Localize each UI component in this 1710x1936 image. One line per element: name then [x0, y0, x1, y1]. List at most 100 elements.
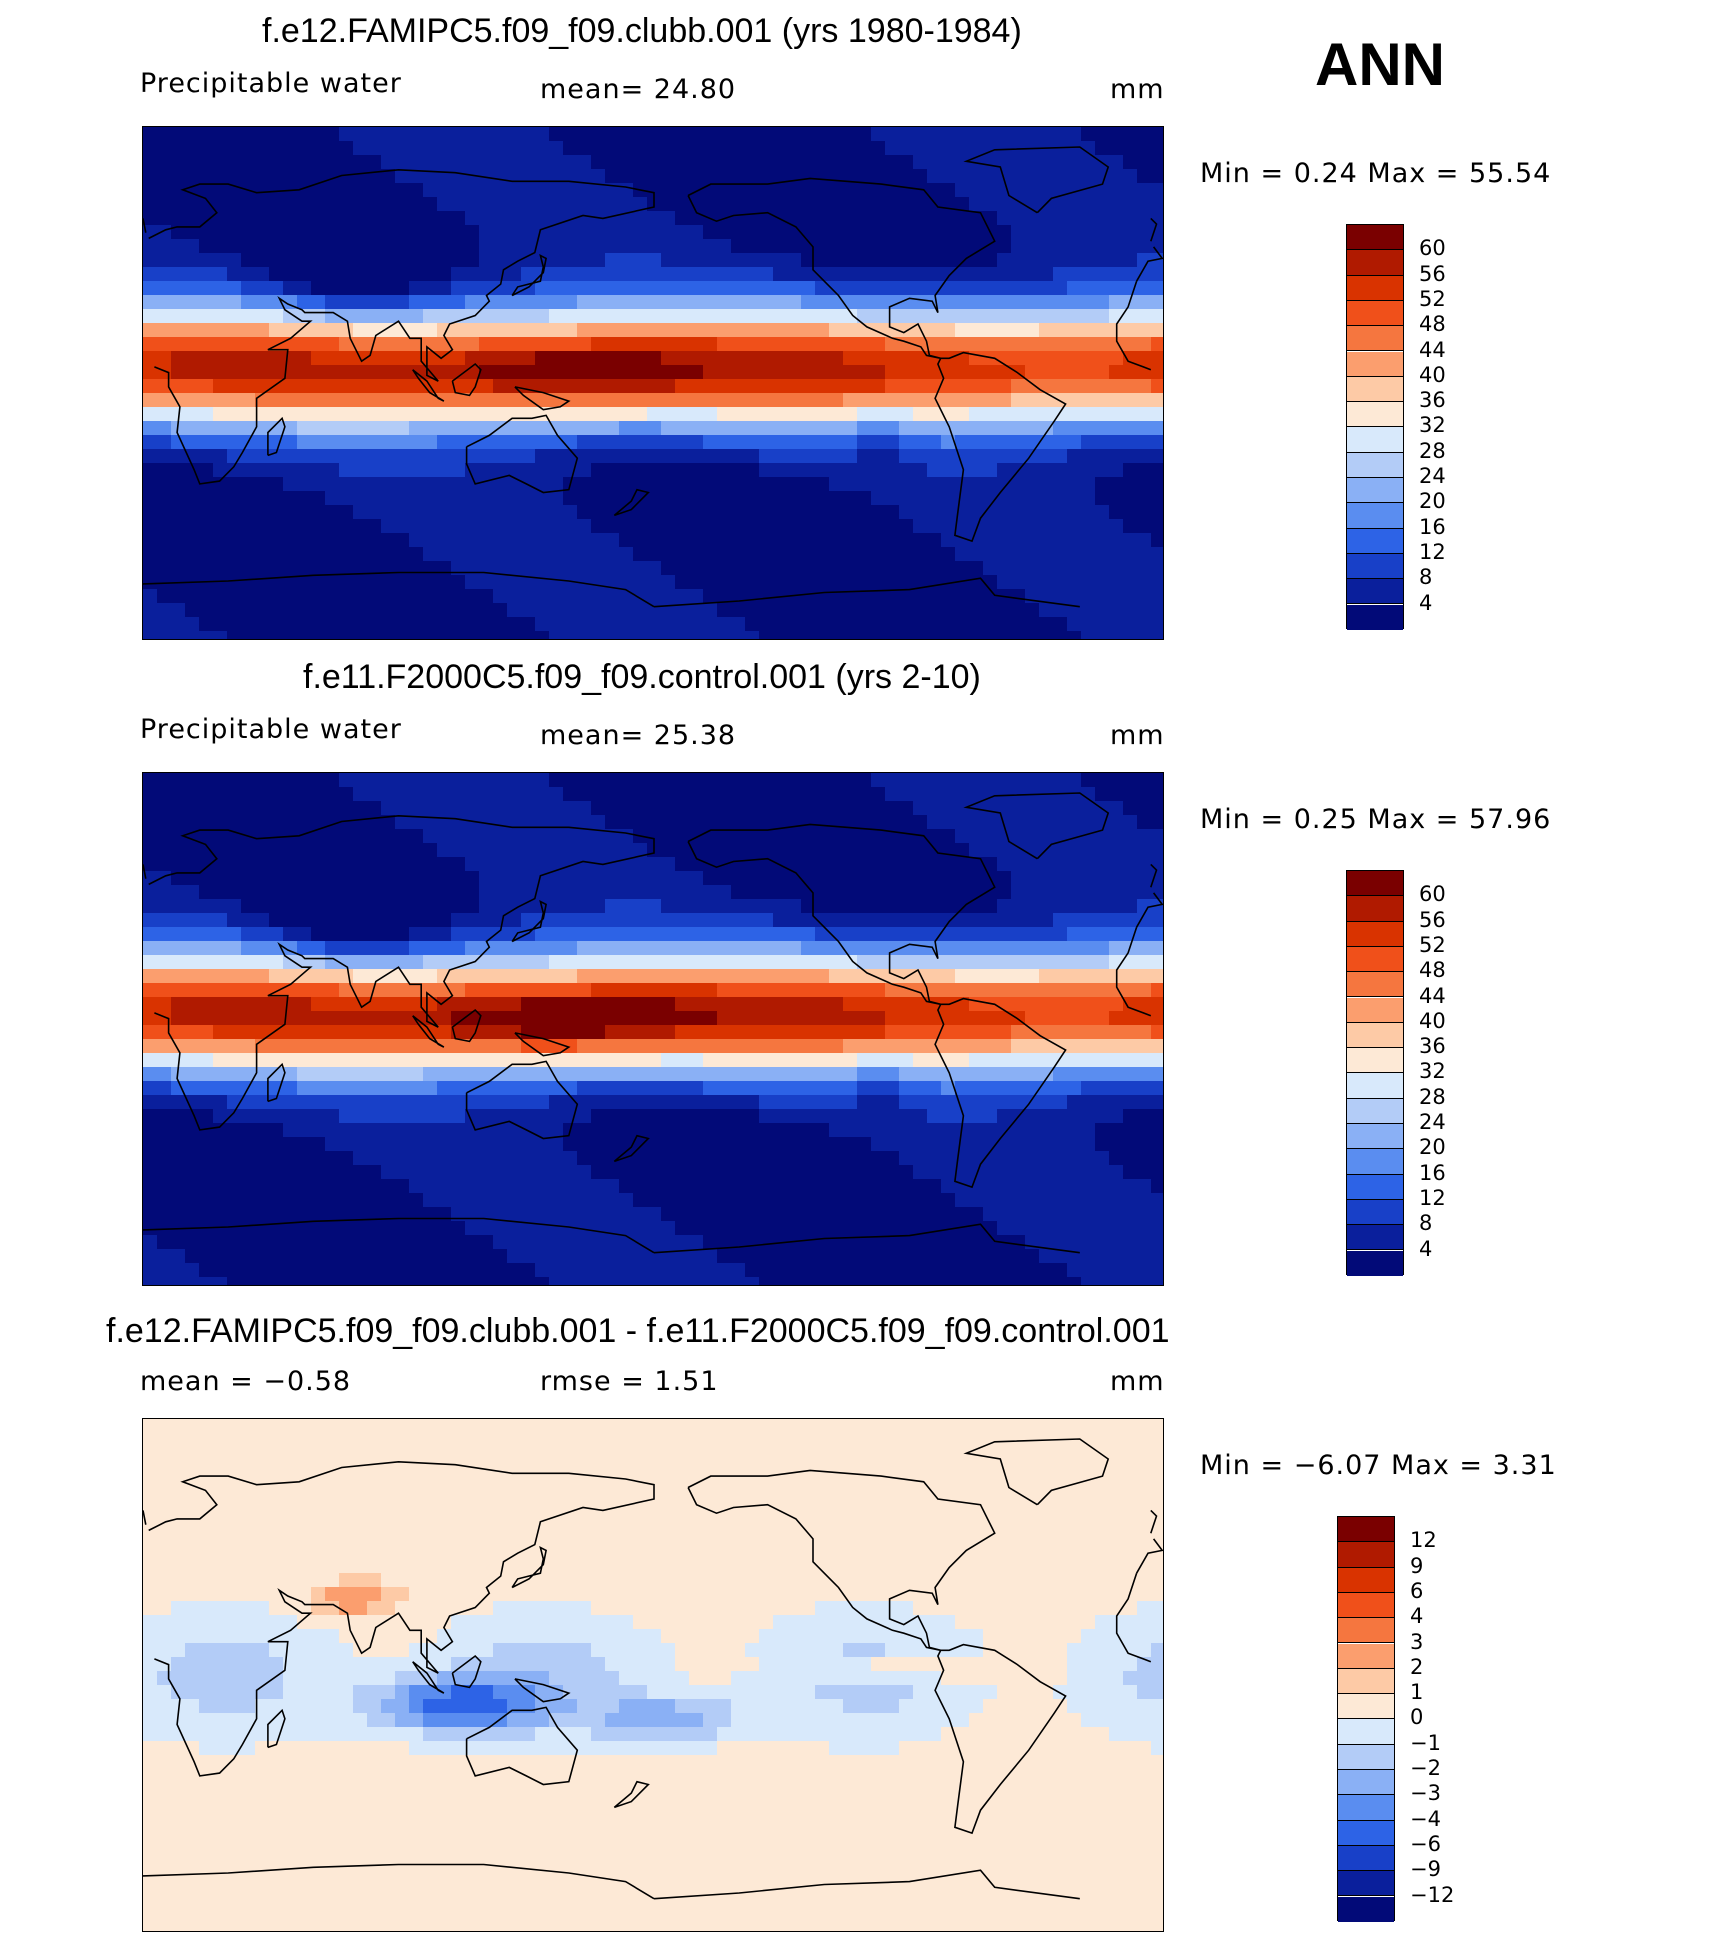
coastline: [511, 1545, 548, 1589]
mean-label: mean= 24.80: [540, 74, 737, 105]
coastline: [514, 1678, 571, 1703]
colorbar-swatch: [1347, 1048, 1403, 1074]
coastline: [963, 146, 1110, 214]
coastline: [412, 1015, 445, 1048]
difference-map: [142, 1418, 1164, 1932]
colorbar-swatch: [1347, 427, 1403, 453]
map-field: [143, 1419, 1163, 1931]
panel-title: f.e12.FAMIPC5.f09_f09.clubb.001 - f.e11.…: [106, 1312, 1170, 1350]
colorbar-swatch: [1347, 351, 1403, 377]
colorbar-swatch: [1338, 1668, 1394, 1695]
coastline: [148, 814, 1163, 1131]
colorbar-swatch: [1347, 972, 1403, 998]
colorbar-tick-label: −4: [1410, 1806, 1441, 1831]
variable-label: Precipitable water: [140, 68, 402, 99]
colorbar-swatch: [1338, 1770, 1394, 1796]
mean-label: mean= 25.38: [540, 720, 737, 751]
colorbar-tick-label: 44: [1419, 337, 1446, 362]
colorbar-tick-label: 32: [1419, 1059, 1446, 1084]
variable-label: Precipitable water: [140, 714, 402, 745]
colorbar-tick-label: 4: [1419, 590, 1433, 615]
coastline: [613, 1780, 650, 1809]
coastline: [687, 823, 1067, 1189]
colorbar-tick-label: 32: [1419, 413, 1446, 438]
colorbar-swatch: [1347, 1098, 1403, 1124]
colorbar-swatch: [1347, 326, 1403, 352]
colorbar-swatch: [1338, 1795, 1394, 1821]
colorbar-swatch: [1347, 478, 1403, 504]
coastline: [412, 369, 445, 402]
coastline: [143, 1863, 1080, 1900]
colorbar-swatch: [1347, 300, 1403, 327]
minmax-label: Min = 0.24 Max = 55.54: [1200, 158, 1552, 189]
coastline: [613, 1134, 650, 1163]
coastline: [267, 416, 286, 457]
colorbar-tick-label: 28: [1419, 1084, 1446, 1109]
coastline: [143, 1509, 1158, 1534]
colorbar-swatch: [1347, 871, 1403, 897]
coastline: [514, 386, 571, 411]
colorbar-tick-label: 16: [1419, 1160, 1446, 1185]
units-label: mm: [1110, 720, 1165, 751]
colorbar-tick-label: 6: [1410, 1578, 1424, 1603]
colorbar-tick-label: 36: [1419, 388, 1446, 413]
colorbar-swatch: [1338, 1517, 1394, 1543]
colorbar-tick-label: 56: [1419, 907, 1446, 932]
colorbar-swatch: [1338, 1871, 1394, 1897]
colorbar-swatch: [1338, 1567, 1394, 1593]
colorbar-tick-label: 12: [1419, 539, 1446, 564]
coastline: [465, 1706, 579, 1786]
units-label: mm: [1110, 1366, 1165, 1397]
colorbar-swatch: [1347, 1124, 1403, 1150]
colorbar-tick-label: 2: [1410, 1654, 1424, 1679]
minmax-label: Min = 0.25 Max = 57.96: [1200, 804, 1552, 835]
coastline: [451, 362, 482, 397]
mean-label: mean = −0.58: [140, 1366, 352, 1397]
coastline: [412, 1661, 445, 1694]
colorbar-swatch: [1347, 528, 1403, 554]
colorbar-tick-label: 60: [1419, 236, 1446, 261]
colorbar-tick-label: 52: [1419, 286, 1446, 311]
colorbar-tick-label: 8: [1419, 565, 1433, 590]
colorbar-swatch: [1338, 1618, 1394, 1644]
colorbar-tick-label: 60: [1419, 882, 1446, 907]
colorbar-tick-label: 36: [1419, 1034, 1446, 1059]
units-label: mm: [1110, 74, 1165, 105]
minmax-label: Min = −6.07 Max = 3.31: [1200, 1450, 1557, 1481]
colorbar-swatch: [1347, 579, 1403, 605]
colorbar-tick-label: 20: [1419, 1135, 1446, 1160]
colorbar-swatch: [1338, 1896, 1394, 1922]
colorbar-swatch: [1338, 1719, 1394, 1745]
colorbar-swatch: [1338, 1845, 1394, 1872]
colorbar-tick-label: 16: [1419, 514, 1446, 539]
colorbar-swatch: [1347, 553, 1403, 580]
coastline: [267, 1708, 286, 1749]
colorbar-tick-label: 20: [1419, 489, 1446, 514]
colorbar-swatch: [1347, 1073, 1403, 1099]
colorbar-swatch: [1347, 1250, 1403, 1276]
coastline: [465, 1060, 579, 1140]
colorbar-swatch: [1347, 604, 1403, 630]
colorbar-tick-label: −3: [1410, 1781, 1441, 1806]
rmse-label: rmse = 1.51: [540, 1366, 719, 1397]
colorbar-tick-label: −2: [1410, 1756, 1441, 1780]
colorbar-tick-label: −9: [1410, 1857, 1441, 1882]
coastline: [451, 1654, 482, 1689]
panel-title: f.e11.F2000C5.f09_f09.control.001 (yrs 2…: [303, 658, 981, 696]
colorbar-swatch: [1347, 1174, 1403, 1200]
colorbar-tick-label: 12: [1419, 1185, 1446, 1210]
colorbar-swatch: [1338, 1744, 1394, 1770]
coastline: [511, 253, 548, 297]
colorbar-tick-label: −6: [1410, 1831, 1441, 1856]
colorbar-tick-label: 48: [1419, 958, 1446, 983]
coastline: [613, 488, 650, 517]
coastline: [687, 1469, 1067, 1835]
coastline: [451, 1008, 482, 1043]
colorbar-tick-label: 48: [1419, 312, 1446, 337]
colorbar-tick-label: 28: [1419, 438, 1446, 463]
colorbar-tick-label: 1: [1410, 1680, 1424, 1705]
colorbar-swatch: [1338, 1643, 1394, 1669]
colorbar-box: [1337, 1516, 1395, 1922]
colorbar-tick-label: −1: [1410, 1730, 1441, 1755]
colorbar-swatch: [1347, 946, 1403, 973]
